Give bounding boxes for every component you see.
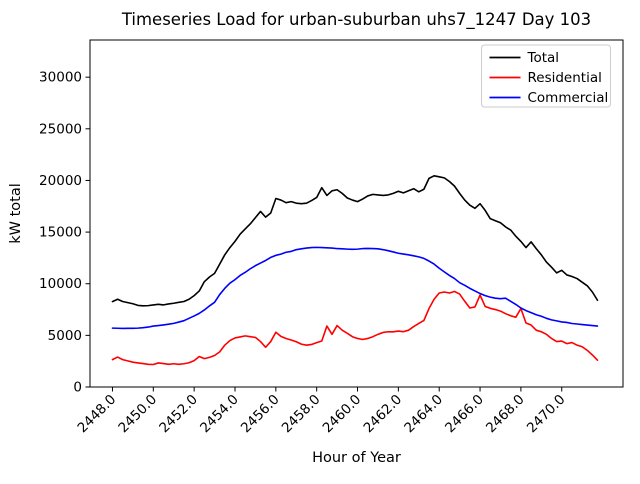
y-tick-label: 0: [73, 380, 82, 396]
series-line-commercial: [111, 246, 599, 330]
y-axis-label: kW total: [8, 183, 24, 244]
y-tick-label: 25000: [39, 121, 82, 137]
legend-box: [481, 44, 611, 108]
y-tick-label: 20000: [39, 173, 82, 189]
y-tick-label: 10000: [39, 276, 82, 292]
x-axis-label: Hour of Year: [312, 450, 401, 466]
chart-title: Timeseries Load for urban-suburban uhs7_…: [121, 10, 591, 30]
y-tick-label: 5000: [48, 328, 82, 344]
series-line-residential: [111, 290, 599, 366]
legend-label-commercial: Commercial: [528, 90, 609, 106]
axes-frame: [89, 39, 624, 388]
y-tick-label: 15000: [39, 225, 82, 241]
legend-label-total: Total: [527, 50, 560, 66]
y-tick-label: 30000: [39, 70, 82, 86]
series-line-total: [111, 175, 599, 307]
legend-label-residential: Residential: [528, 70, 602, 86]
